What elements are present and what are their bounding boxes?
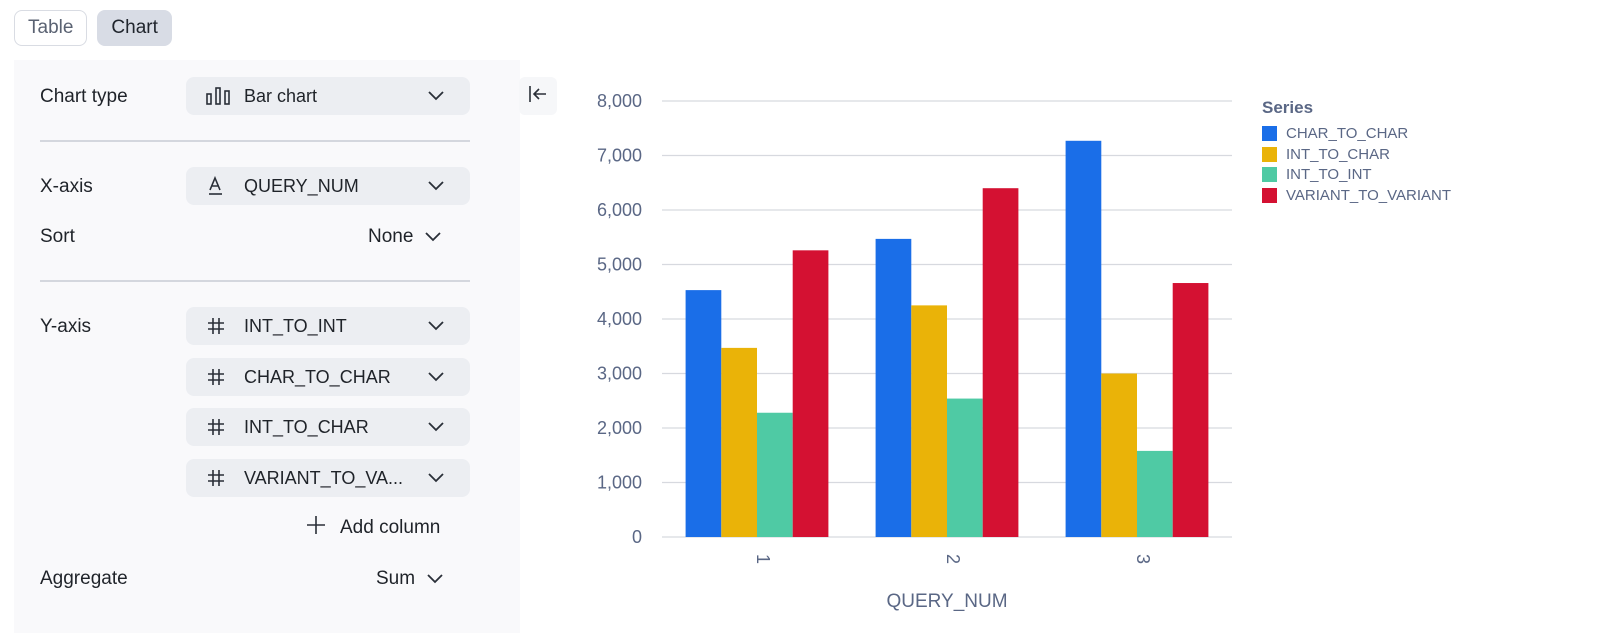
aggregate-select[interactable]: Sum: [376, 568, 443, 590]
y-axis-column-select[interactable]: INT_TO_INT: [186, 307, 470, 345]
y-axis-column-select[interactable]: VARIANT_TO_VA...: [186, 459, 470, 497]
legend-item[interactable]: VARIANT_TO_VARIANT: [1262, 185, 1451, 206]
chart-legend: Series CHAR_TO_CHAR INT_TO_CHAR INT_TO_INT…: [1262, 98, 1451, 206]
bar[interactable]: [1101, 373, 1137, 538]
bar[interactable]: [911, 305, 947, 537]
y-axis-column-value: INT_TO_INT: [244, 315, 347, 336]
chart-type-value: Bar chart: [244, 85, 318, 106]
chevron-down-icon: [426, 176, 446, 196]
bar[interactable]: [757, 412, 793, 537]
y-axis-column-value: VARIANT_TO_VA...: [244, 467, 404, 488]
tab-chart[interactable]: Chart: [97, 10, 172, 46]
x-tick-label: 1: [753, 554, 773, 564]
sort-select[interactable]: None: [368, 226, 442, 248]
y-axis-column-value: CHAR_TO_CHAR: [244, 366, 391, 387]
y-tick-label: 3,000: [597, 364, 642, 384]
y-tick-label: 0: [632, 527, 642, 547]
sort-label: Sort: [40, 226, 75, 247]
text-type-icon: [206, 175, 232, 197]
chart-type-select[interactable]: Bar chart: [186, 77, 470, 115]
y-axis-column-select[interactable]: INT_TO_CHAR: [186, 408, 470, 446]
y-tick-label: 6,000: [597, 200, 642, 220]
plus-icon: [306, 515, 326, 541]
bar[interactable]: [1065, 140, 1102, 537]
aggregate-label: Aggregate: [40, 568, 128, 589]
chevron-down-icon: [426, 86, 446, 106]
y-tick-label: 1,000: [597, 473, 642, 493]
y-axis-label: Y-axis: [40, 316, 92, 337]
view-tabs: Table Chart: [14, 10, 172, 46]
add-column-label: Add column: [340, 517, 441, 538]
x-axis-label: X-axis: [40, 176, 93, 197]
legend-title: Series: [1262, 98, 1314, 117]
add-column-button[interactable]: Add column: [306, 515, 440, 541]
legend-label: CHAR_TO_CHAR: [1286, 124, 1409, 142]
bar[interactable]: [947, 398, 983, 537]
chevron-down-icon: [427, 568, 443, 590]
legend-label: INT_TO_INT: [1286, 166, 1372, 184]
y-tick-label: 8,000: [597, 91, 642, 111]
bar[interactable]: [1172, 283, 1209, 537]
x-axis-select[interactable]: QUERY_NUM: [186, 167, 470, 205]
y-axis-column-select[interactable]: CHAR_TO_CHAR: [186, 358, 470, 396]
collapse-panel-button[interactable]: [519, 77, 557, 115]
hash-icon: [206, 467, 232, 489]
chevron-down-icon: [426, 316, 446, 336]
bar-chart: 0 1,000 2,000 3,000 4,000 5,000 6,000 7,000 8,00…: [597, 91, 1232, 612]
hash-icon: [206, 416, 232, 438]
sort-value: None: [368, 226, 414, 247]
hash-icon: [206, 315, 232, 337]
bar-chart-icon: [206, 85, 232, 107]
legend-label: VARIANT_TO_VARIANT: [1286, 186, 1452, 204]
bar[interactable]: [685, 290, 722, 537]
chevron-down-icon: [426, 468, 446, 488]
bar[interactable]: [875, 238, 912, 537]
legend-item[interactable]: CHAR_TO_CHAR: [1262, 123, 1451, 144]
bar[interactable]: [982, 188, 1019, 537]
aggregate-value: Sum: [376, 568, 416, 589]
chevron-down-icon: [426, 417, 446, 437]
x-axis-title: QUERY_NUM: [886, 591, 1007, 612]
legend-swatch: [1262, 187, 1277, 203]
y-axis-column-value: INT_TO_CHAR: [244, 416, 369, 437]
legend-label: INT_TO_CHAR: [1286, 145, 1390, 163]
y-tick-label: 2,000: [597, 418, 642, 438]
y-tick-label: 7,000: [597, 146, 642, 166]
bar[interactable]: [721, 347, 757, 537]
x-tick-label: 3: [1133, 554, 1153, 564]
legend-swatch: [1262, 125, 1277, 141]
chart-type-label: Chart type: [40, 86, 128, 107]
legend-item[interactable]: INT_TO_INT: [1262, 164, 1451, 185]
collapse-left-icon: [528, 85, 548, 108]
y-tick-label: 4,000: [597, 309, 642, 329]
y-tick-label: 5,000: [597, 255, 642, 275]
chevron-down-icon: [425, 226, 442, 248]
x-tick-label: 2: [943, 554, 963, 564]
hash-icon: [206, 366, 232, 388]
divider: [40, 280, 470, 282]
divider: [40, 140, 470, 142]
x-axis-value: QUERY_NUM: [244, 175, 359, 196]
chevron-down-icon: [426, 367, 446, 387]
bar[interactable]: [792, 250, 829, 537]
bar[interactable]: [1137, 450, 1173, 537]
legend-item[interactable]: INT_TO_CHAR: [1262, 144, 1451, 165]
legend-swatch: [1262, 146, 1277, 162]
legend-swatch: [1262, 167, 1277, 183]
chart-config-panel: Chart type Bar chart X-axis QUERY_NUM So…: [14, 60, 520, 633]
tab-table[interactable]: Table: [14, 10, 88, 46]
